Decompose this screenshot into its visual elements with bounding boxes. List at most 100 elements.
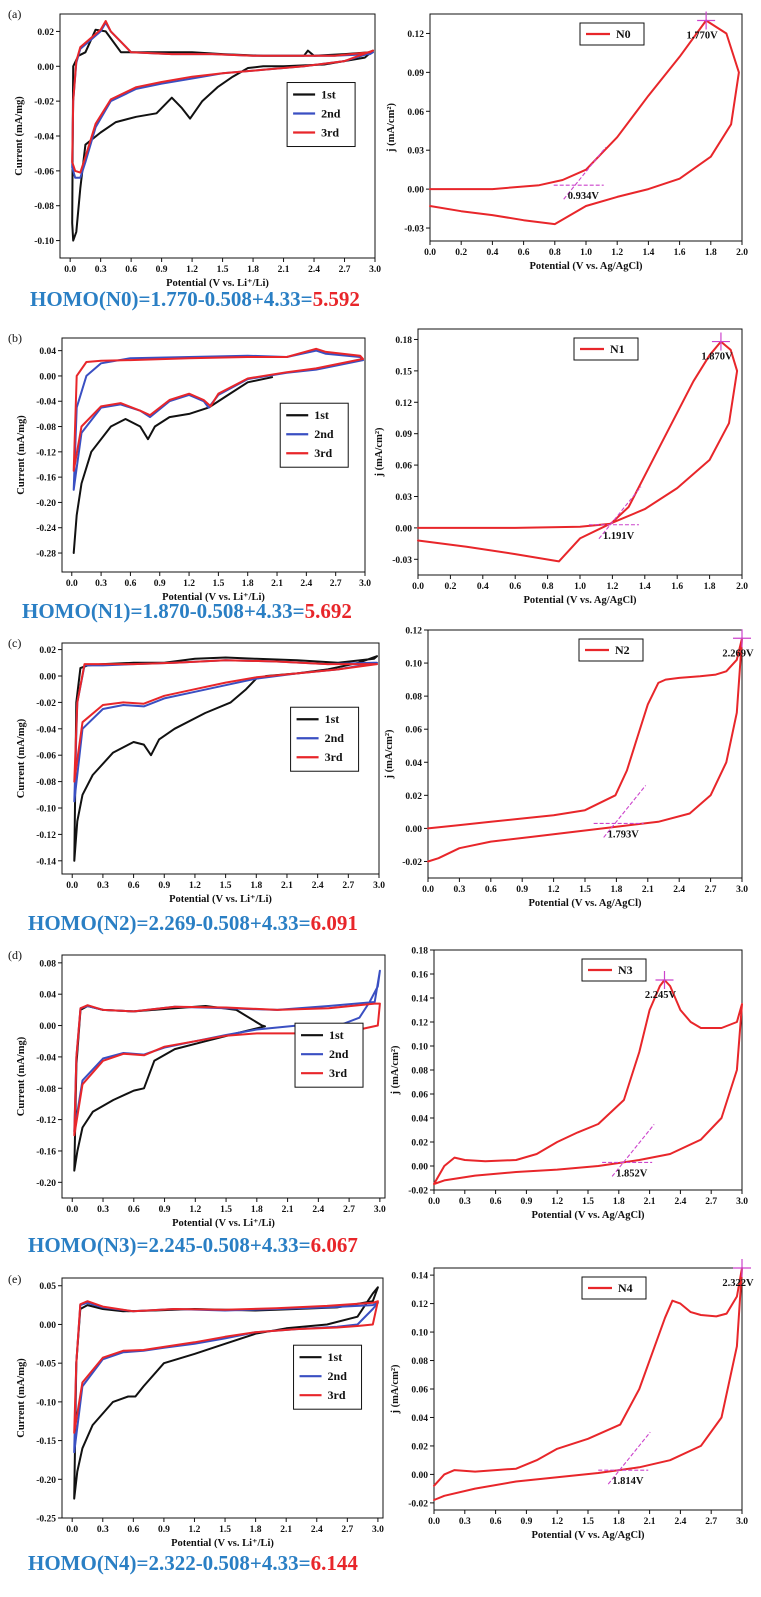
ox-legend: N3 [581,958,647,982]
homo-formula: HOMO(N0)=1.770-0.508+4.33= [30,287,313,311]
x-tick-label: 0.6 [490,1197,502,1207]
peak-label: 2.245V [645,990,677,1001]
x-tick-label: 0.8 [542,582,554,592]
x-tick-label: 2.7 [343,1205,355,1215]
homo-value: 6.144 [310,1551,358,1575]
y-tick-label: -0.10 [36,1398,56,1408]
x-tick-label: 2.1 [644,1197,656,1207]
y-tick-label: -0.04 [34,133,54,143]
y-axis-label: j (mA/cm²) [386,103,397,153]
legend-entry: N2 [615,643,630,657]
x-tick-label: 1.5 [220,881,232,891]
x-tick-label: 0.3 [459,1517,471,1527]
x-tick-label: 1.5 [579,885,591,895]
homo-value: 6.067 [310,1233,358,1257]
x-tick-label: 0.0 [66,881,78,891]
y-tick-label: -0.02 [408,1187,428,1197]
x-tick-label: 0.9 [516,885,528,895]
y-tick-label: -0.20 [36,1179,56,1189]
panel-label: (a) [8,7,21,21]
y-tick-label: -0.12 [36,1116,56,1126]
y-tick-label: 0.09 [395,430,412,440]
ox-legend: N4 [581,1276,647,1300]
y-tick-label: 0.00 [405,825,422,835]
x-tick-label: 1.8 [250,881,262,891]
y-tick-label: 0.10 [405,660,422,670]
x-axis-label: Potential (V vs. Ag/AgCl) [530,261,643,272]
legend-entry: 1st [328,1350,343,1364]
y-tick-label: 0.02 [411,1139,428,1149]
y-tick-label: -0.06 [36,752,56,762]
y-tick-label: 0.08 [411,1357,428,1367]
cv-series-1st [72,376,274,554]
x-tick-label: 0.6 [518,248,530,258]
cv-legend: 1st 2nd 3rd [293,1344,363,1410]
x-tick-label: 1.8 [613,1197,625,1207]
y-tick-label: 0.00 [407,186,424,196]
y-tick-label: -0.16 [36,474,56,484]
x-tick-label: 0.0 [424,248,436,258]
y-tick-label: -0.14 [36,857,56,867]
y-tick-label: 0.04 [405,759,422,769]
plot-frame [61,1277,384,1519]
y-tick-label: -0.15 [36,1437,56,1447]
peak-label: 2.269V [722,648,754,659]
cv-legend: 1st 2nd 3rd [294,1022,364,1088]
cv-series-1st [73,1286,379,1500]
legend-entry: 1st [325,712,340,726]
x-tick-label: 0.8 [549,248,561,258]
x-tick-label: 2.7 [705,1517,717,1527]
y-tick-label: 0.04 [39,991,56,1001]
x-axis-label: Potential (V vs. Ag/AgCl) [529,898,642,909]
y-tick-label: 0.16 [411,971,428,981]
y-tick-label: 0.00 [39,372,56,382]
x-tick-label: 1.5 [219,1525,231,1535]
cv-plot-a: 0.0 0.3 0.6 0.9 1.2 1.5 1.8 2.1 2.4 2.7 3.0 0.02 0.0… [14,13,381,289]
homo-formula: HOMO(N3)=2.245-0.508+4.33= [28,1233,311,1257]
x-tick-label: 0.6 [124,579,136,589]
legend-entry: 3rd [328,1388,346,1402]
y-tick-label: 0.08 [405,693,422,703]
x-tick-label: 1.2 [548,885,560,895]
homo-value: 6.091 [310,911,358,935]
legend-entry: 2nd [321,107,341,121]
x-tick-label: 1.2 [189,881,201,891]
y-tick-label: -0.08 [36,778,56,788]
x-tick-label: 0.6 [485,885,497,895]
y-tick-label: 0.12 [395,399,412,409]
y-tick-label: 0.05 [39,1282,56,1292]
onset-tangent [598,1431,651,1485]
y-tick-label: 0.04 [39,347,56,357]
x-axis-label: Potential (V vs. Ag/AgCl) [532,1210,645,1221]
y-tick-label: 0.00 [411,1163,428,1173]
x-tick-label: 3.0 [736,885,748,895]
x-tick-label: 2.7 [330,579,342,589]
x-tick-label: 2.7 [705,1197,717,1207]
y-tick-label: -0.03 [392,556,412,566]
y-tick-label: -0.10 [34,237,54,247]
y-tick-label: 0.02 [37,28,54,38]
homo-caption: HOMO(N3)=2.245-0.508+4.33=6.067 [28,1233,358,1258]
x-tick-label: 0.2 [455,248,467,258]
x-tick-label: 1.5 [582,1517,594,1527]
legend-entry: 1st [314,408,329,422]
x-axis-label: Potential (V vs. Li⁺/Li) [172,1218,275,1229]
x-tick-label: 2.7 [705,885,717,895]
x-tick-label: 0.9 [159,1205,171,1215]
y-tick-label: 0.06 [411,1091,428,1101]
x-tick-label: 0.9 [158,1525,170,1535]
onset-label: 1.191V [603,531,635,542]
y-axis-label: Current (mA/mg) [14,96,25,176]
x-tick-label: 2.4 [308,265,320,275]
legend-entry: 3rd [314,446,332,460]
plot-frame [427,629,743,879]
y-tick-label: 0.09 [407,69,424,79]
legend-entry: 2nd [328,1369,348,1383]
y-axis-label: Current (mA/mg) [16,718,27,798]
x-tick-label: 1.8 [251,1205,263,1215]
cv-series-3rd [73,659,378,783]
x-tick-label: 2.1 [644,1517,656,1527]
x-tick-label: 0.6 [490,1517,502,1527]
y-tick-label: -0.02 [408,1499,428,1509]
x-tick-label: 1.4 [639,582,651,592]
